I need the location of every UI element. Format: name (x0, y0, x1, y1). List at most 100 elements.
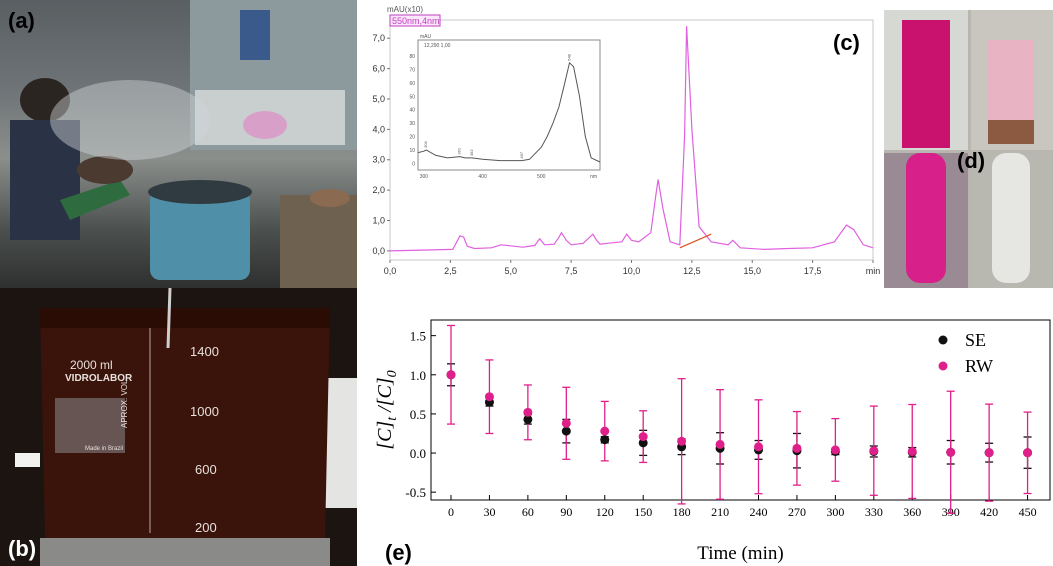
y-tick-label: 4,0 (372, 124, 385, 134)
y-tick-label: 0,0 (372, 246, 385, 256)
vat-cloth (310, 189, 350, 207)
cuvette-1-dye (902, 20, 950, 148)
plot-frame (431, 320, 1050, 500)
panel-label-a: (a) (8, 8, 35, 34)
beaker-scale-note: APROX. VOL (120, 380, 129, 428)
inset-header-2: 12,290 1,00 (424, 43, 451, 49)
rw-point (946, 448, 955, 457)
rw-point (716, 440, 725, 449)
tube-2-clear (992, 153, 1030, 283)
se-point (562, 427, 571, 436)
x-tick-label: 90 (560, 505, 572, 519)
inset-frame (418, 40, 600, 170)
x-tick-label: 150 (634, 505, 652, 519)
dye-vat-right (280, 195, 357, 288)
channel-label: 550nm,4nm (392, 16, 440, 26)
hotplate (40, 538, 330, 566)
inset-y-tick-label: 80 (409, 54, 415, 60)
panel-label-d: (d) (957, 148, 985, 174)
kinetics-panel-e: -0.5 0.0 0.5 1.0 1.5 0 30 60 90 120 150 180 210 240 27… (363, 300, 1053, 566)
legend-label-rw: RW (965, 356, 993, 376)
stirrer-rod (168, 288, 170, 348)
x-tick-label: 240 (750, 505, 768, 519)
inset-peak-label: 548 (566, 53, 571, 60)
beaker-rim (40, 308, 330, 328)
photo-panel-b: 2000 ml VIDROLABOR Made in Brazil APROX.… (0, 288, 357, 566)
rw-point (639, 432, 648, 441)
y-axis-label: [C]t /[C]0 (374, 370, 400, 449)
y-tick-label: 2,0 (372, 185, 385, 195)
x-tick-label: 10,0 (623, 266, 641, 276)
x-tick-label: 450 (1019, 505, 1037, 519)
dyed-cloth (77, 156, 133, 184)
y-tick-label: 0.5 (410, 407, 426, 422)
x-tick-label: 60 (522, 505, 534, 519)
rw-point (523, 408, 532, 417)
inset-y-tick-label: 10 (409, 148, 415, 154)
inset-fabric (243, 111, 287, 139)
legend-marker-rw (939, 362, 948, 371)
inset-x-tick-label: 500 (537, 174, 546, 180)
kinetics-chart: -0.5 0.0 0.5 1.0 1.5 0 30 60 90 120 150 180 210 240 27… (363, 300, 1053, 566)
inset-x-unit-label: nm (590, 174, 597, 180)
y-tick-label: 6,0 (372, 64, 385, 74)
inset-peak-label: 467 (519, 151, 524, 158)
x-tick-label: 12,5 (683, 266, 701, 276)
rw-point (562, 419, 571, 428)
inset-y-tick-label: 40 (409, 108, 415, 114)
photo-panel-d: (d) (884, 10, 1053, 288)
chromatogram-panel-c: mAU(x10) 550nm,4nm 0,0 1,0 2,0 3,0 4,0 5,0 6,0 7,… (363, 0, 883, 290)
legend-marker-se (939, 336, 948, 345)
cuvette-2-liquid (988, 40, 1034, 128)
y-tick-label: 7,0 (372, 33, 385, 43)
rw-point (831, 445, 840, 454)
inset-peak-label: 382 (469, 148, 474, 155)
rw-point (677, 437, 686, 446)
white-object (15, 453, 40, 467)
x-axis-label: Time (min) (697, 543, 783, 564)
beaker-label-patch (55, 398, 125, 453)
y-tick-label: 3,0 (372, 155, 385, 165)
beaker-volume: 2000 ml (70, 358, 113, 372)
inset-header: mAU (420, 34, 432, 40)
x-tick-label: 30 (483, 505, 495, 519)
inset-y-tick-label: 50 (409, 94, 415, 100)
inset-x-tick-label: 300 (420, 174, 429, 180)
rw-point (985, 448, 994, 457)
x-tick-label: 15,0 (743, 266, 761, 276)
inset-y-tick-label: 30 (409, 121, 415, 127)
legend-label-se: SE (965, 330, 986, 350)
beaker-mark-1000: 1000 (190, 404, 219, 419)
se-point (600, 435, 609, 444)
y-tick-label: -0.5 (405, 485, 426, 500)
x-tick-label: 360 (903, 505, 921, 519)
beaker-made-in: Made in Brazil (85, 446, 123, 452)
tube-1-dye (906, 153, 946, 283)
inset-y-tick-label: 70 (409, 67, 415, 73)
x-tick-label: 180 (673, 505, 691, 519)
y-tick-label: 1,0 (372, 216, 385, 226)
panel-label-c: (c) (833, 30, 860, 56)
x-tick-label: 2,5 (444, 266, 457, 276)
x-tick-label: 0,0 (384, 266, 397, 276)
panel-label-e: (e) (385, 540, 412, 566)
steam (50, 80, 210, 160)
inset-y-tick-label: 20 (409, 134, 415, 140)
inset-y-tick-label: 60 (409, 81, 415, 87)
photo-panel-a: (a) (0, 0, 357, 288)
rw-point (754, 442, 763, 451)
x-tick-label: 5,0 (504, 266, 517, 276)
y-axis-label-part: [C] (374, 421, 396, 450)
rw-point (1023, 448, 1032, 457)
rw-point (600, 427, 609, 436)
y-tick-label: 5,0 (372, 94, 385, 104)
cuvette-2-sediment (988, 120, 1034, 144)
beaker-photo (0, 288, 357, 566)
x-tick-label: min (866, 266, 881, 276)
rw-point (792, 444, 801, 453)
x-tick-label: 300 (826, 505, 844, 519)
inset-worker (240, 10, 270, 60)
x-tick-label: 330 (865, 505, 883, 519)
rw-point (908, 447, 917, 456)
inset-x-tick-label: 400 (478, 174, 487, 180)
